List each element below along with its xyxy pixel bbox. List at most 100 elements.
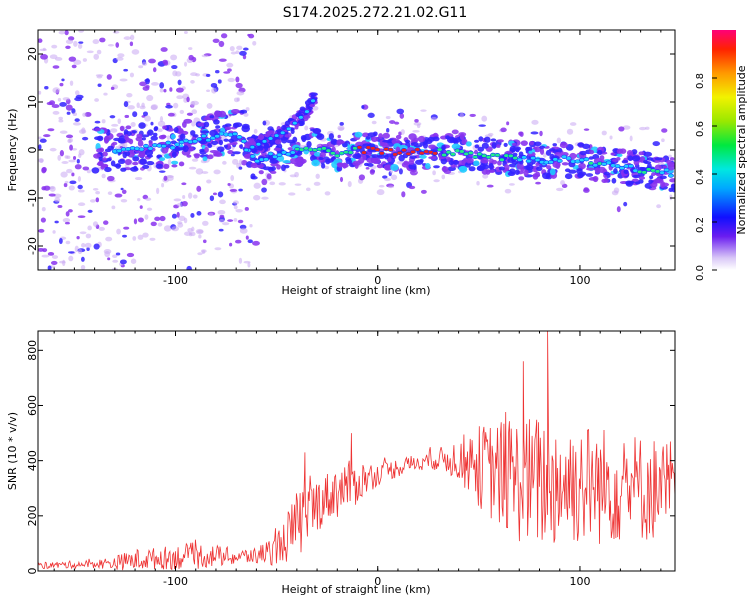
cloud-blob: [191, 109, 198, 115]
cloud-blob: [95, 197, 100, 203]
side-ridge-blob: [273, 133, 280, 138]
band-blob: [91, 167, 100, 174]
ridge-blob: [276, 152, 283, 157]
colorbar-axis: 0.0 0.2 0.4 0.6 0.8: [695, 73, 717, 281]
cloud-blob: [76, 158, 80, 164]
cloud-blob: [190, 80, 195, 84]
cloud-blob: [432, 170, 436, 176]
cloud-blob: [103, 92, 108, 96]
cloud-blob: [72, 112, 78, 117]
cloud-blob: [149, 237, 156, 241]
band-blob: [577, 142, 585, 147]
cloud-blob: [229, 242, 233, 247]
band-blob: [648, 179, 653, 184]
band-blob: [623, 169, 629, 174]
cloud-blob: [478, 124, 486, 127]
cloud-blob: [566, 128, 574, 135]
side-band-blob: [298, 120, 304, 126]
band-blob: [119, 125, 125, 132]
ridge-blob: [663, 167, 670, 173]
band-blob: [124, 134, 129, 141]
cloud-blob: [92, 221, 99, 227]
band-blob: [468, 166, 476, 172]
cloud-blob: [41, 166, 47, 173]
side-ridge-blob: [304, 109, 310, 114]
ridge-blob: [668, 173, 674, 178]
side-band-blob: [299, 106, 306, 112]
band-blob: [408, 133, 417, 141]
cloud-blob: [124, 114, 130, 119]
band-blob: [545, 149, 552, 156]
snr-ylabel: SNR (10 * v/v): [6, 412, 19, 490]
ridge-blob: [263, 157, 270, 162]
band-blob: [525, 164, 534, 171]
cloud-blob: [202, 239, 207, 244]
band-blob: [144, 149, 154, 156]
cloud-blob: [240, 109, 248, 114]
cloud-blob: [156, 187, 160, 195]
cloud-blob: [196, 185, 202, 192]
band-blob: [223, 138, 229, 142]
band-blob: [96, 148, 103, 153]
cloud-blob: [183, 217, 188, 224]
side-ridge-blob: [310, 98, 316, 103]
band-blob: [653, 178, 660, 184]
band-blob: [336, 139, 342, 146]
band-blob: [419, 141, 427, 146]
snr-panel: -100 0 100 0 200 400 600 800 Height of straight…: [6, 330, 676, 596]
band-blob: [365, 136, 371, 140]
cloud-blob: [114, 193, 123, 198]
band-blob: [214, 110, 221, 118]
cloud-blob: [201, 54, 209, 58]
cloud-blob: [167, 112, 175, 117]
cloud-blob: [46, 101, 53, 106]
ridge-blob: [472, 154, 479, 160]
ridge-blob: [614, 164, 621, 169]
cloud-blob: [74, 90, 80, 96]
snr-axes: -100 0 100 0 200 400 600 800: [26, 331, 675, 588]
cloud-blob: [222, 222, 230, 226]
cloud-blob: [459, 112, 464, 118]
cloud-blob: [238, 159, 243, 166]
y-tick-label: 10: [26, 95, 39, 109]
cloud-blob: [95, 190, 100, 195]
band-blob: [578, 162, 586, 170]
band-blob: [627, 155, 633, 162]
y-tick-label: 200: [26, 505, 39, 526]
cloud-blob: [48, 193, 56, 197]
x-tick-label: -100: [163, 575, 188, 588]
band-blob: [603, 177, 609, 183]
cloud-blob: [119, 259, 127, 265]
cloud-blob: [198, 234, 202, 239]
cloud-blob: [86, 247, 90, 251]
cloud-blob: [252, 240, 260, 246]
band-blob: [211, 140, 219, 146]
band-blob: [100, 164, 105, 170]
ridge-blob: [232, 131, 238, 137]
ridge-blob: [347, 150, 354, 155]
cloud-blob: [87, 209, 93, 213]
cloud-blob: [315, 173, 320, 179]
cloud-blob: [92, 39, 100, 45]
cloud-blob: [227, 219, 234, 222]
colorbar-tick-label: 0.8: [695, 73, 706, 89]
cloud-blob: [137, 217, 144, 223]
band-blob: [298, 159, 305, 165]
band-blob: [292, 136, 298, 143]
band-blob: [110, 160, 116, 167]
cloud-blob: [101, 119, 106, 124]
band-blob: [262, 166, 272, 171]
band-blob: [312, 127, 322, 135]
cloud-blob: [111, 205, 116, 210]
cloud-blob: [197, 252, 203, 256]
cloud-blob: [227, 77, 235, 83]
band-blob: [170, 133, 176, 140]
cloud-blob: [539, 130, 543, 137]
figure-title: S174.2025.272.21.02.G11: [283, 5, 468, 21]
cloud-blob: [68, 255, 74, 262]
band-blob: [473, 160, 480, 167]
band-blob: [276, 164, 282, 170]
side-band-blob: [309, 103, 316, 108]
cloud-blob: [65, 240, 71, 245]
band-blob: [158, 134, 166, 140]
